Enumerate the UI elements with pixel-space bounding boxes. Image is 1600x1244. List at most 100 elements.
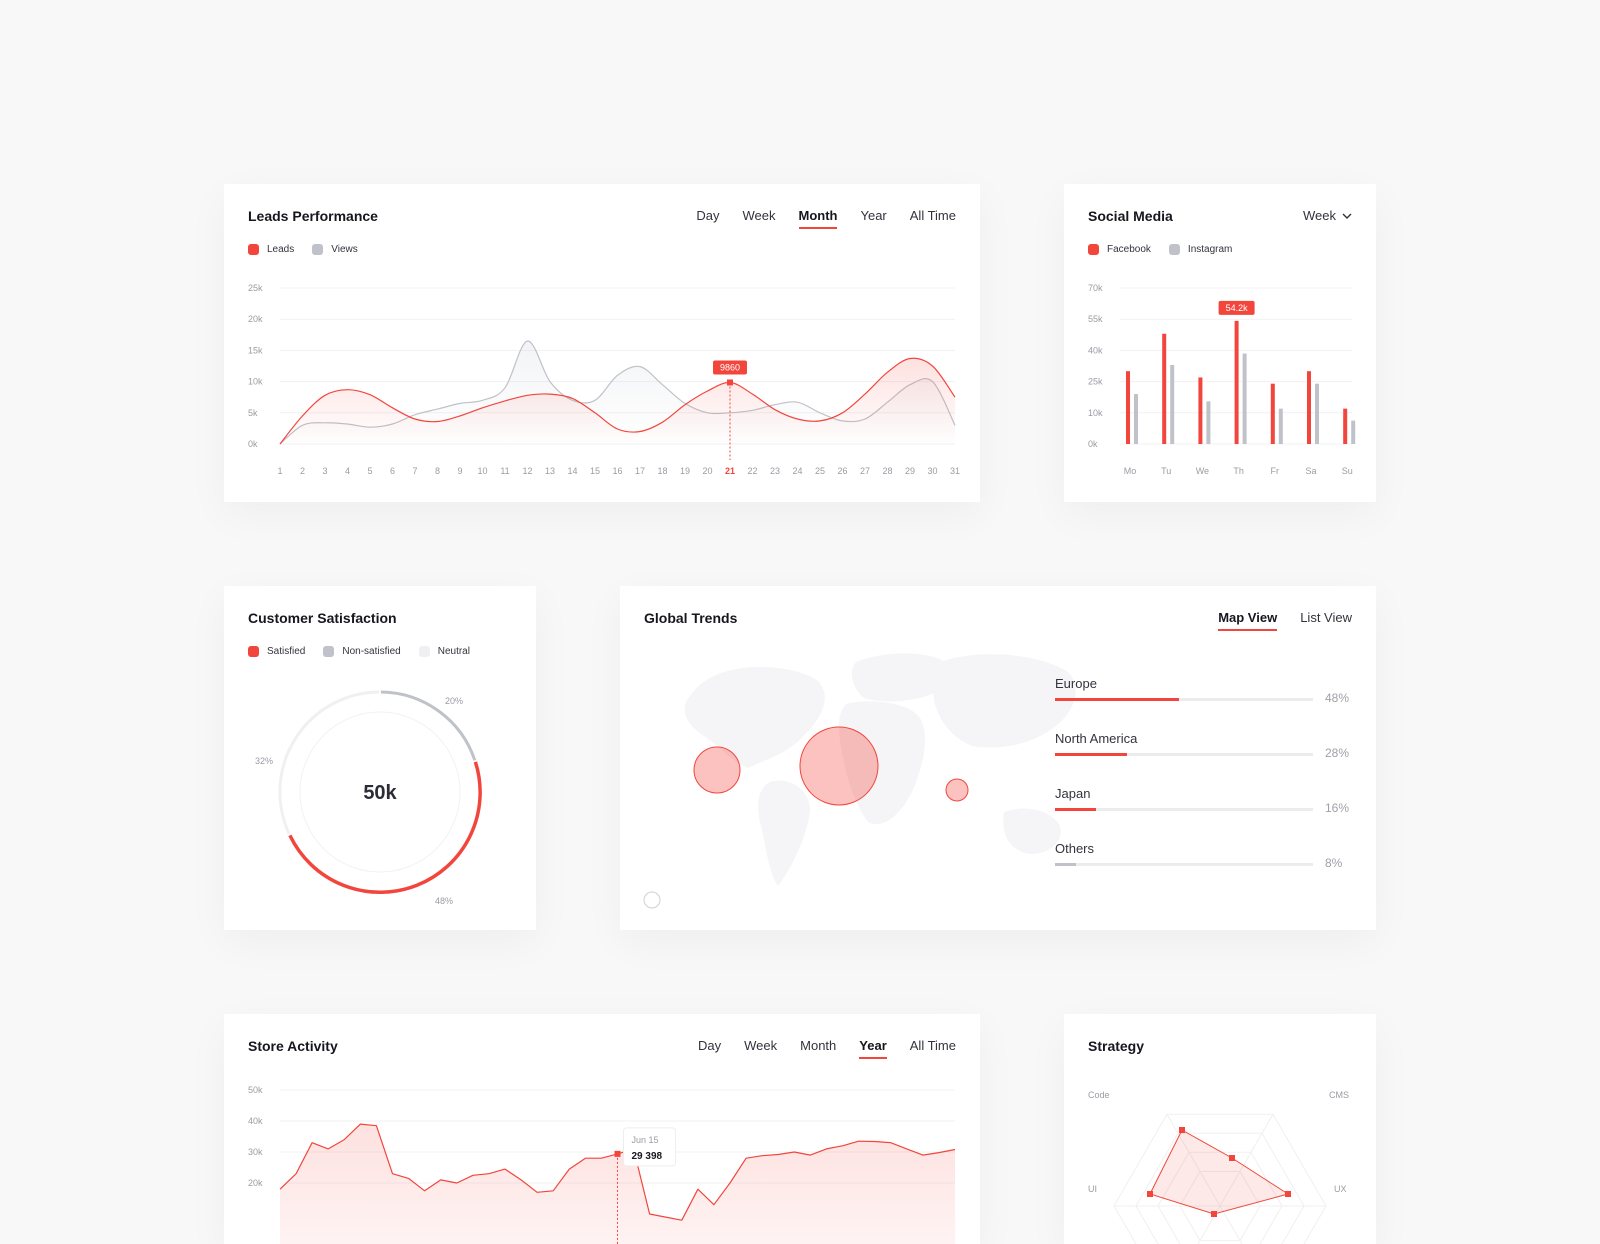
legend-swatch	[1168, 244, 1180, 255]
satisfaction-legend-item: Neutral	[418, 646, 470, 657]
region-label: Japan	[1055, 786, 1091, 801]
y-tick-label: 30k	[248, 1147, 263, 1157]
x-tick-label: 15	[590, 466, 600, 476]
x-tick-label: 4	[345, 466, 350, 476]
filter-all-time[interactable]: All Time	[909, 208, 956, 223]
x-tick-label: 23	[770, 466, 780, 476]
filter-month[interactable]: Month	[798, 208, 837, 229]
slice-label-non-satisfied: 20%	[445, 696, 463, 706]
filter-day[interactable]: Day	[696, 208, 720, 223]
region-track	[1055, 698, 1313, 701]
donut-slice-satisfied	[288, 761, 482, 895]
region-percentage: 8%	[1325, 856, 1343, 870]
social-legend: Facebook Instagram	[1088, 244, 1232, 255]
filter-all-time[interactable]: All Time	[909, 1038, 956, 1053]
chevron-down-icon	[1342, 213, 1352, 219]
filter-year[interactable]: Year	[859, 1038, 888, 1059]
radar-axis-label: UI	[1088, 1184, 1097, 1194]
series-area-leads	[280, 358, 955, 446]
radar-axis-label: CMS	[1329, 1090, 1349, 1100]
x-tick-label: 11	[500, 466, 509, 476]
legend-label: Instagram	[1187, 244, 1233, 255]
store-activity-card: Store Activity Day Week Month Year All Time …	[224, 1014, 980, 1244]
social-legend-item: Instagram	[1168, 244, 1233, 255]
region-fill	[1055, 698, 1179, 701]
map-landmass	[758, 780, 810, 886]
x-tick-label: 18	[657, 466, 667, 476]
leads-title: Leads Performance	[248, 208, 378, 224]
bar-instagram	[1206, 401, 1211, 444]
map-bubble-north-america	[693, 746, 741, 794]
bar-facebook	[1162, 333, 1167, 444]
tab-list-view[interactable]: List View	[1300, 610, 1352, 625]
donut-center-value: 50k	[363, 782, 397, 804]
strategy-card: Strategy Code CMS UI UX	[1064, 1014, 1376, 1244]
radar-spoke	[1219, 1113, 1274, 1207]
region-percentage: 16%	[1325, 801, 1350, 815]
legend-swatch	[312, 244, 324, 255]
store-title: Store Activity	[248, 1038, 338, 1054]
x-tick-label: Sa	[1305, 466, 1316, 476]
satisfaction-donut-chart: 50k 20% 32% 48%	[255, 690, 482, 906]
y-tick-label: 55k	[1088, 314, 1103, 324]
y-tick-label: 0k	[1088, 439, 1098, 449]
tooltip-value: 54.2k	[1226, 303, 1249, 313]
y-tick-label: 0k	[248, 439, 258, 449]
donut-slice-neutral	[278, 690, 380, 835]
radar-point	[1147, 1191, 1153, 1197]
y-tick-label: 10k	[1088, 408, 1103, 418]
x-tick-label: 20	[702, 466, 712, 476]
filter-week[interactable]: Week	[742, 208, 776, 223]
legend-label: Satisfied	[267, 646, 306, 657]
satisfaction-legend-item: Non-satisfied	[323, 646, 401, 657]
y-tick-label: 40k	[1088, 345, 1103, 355]
tab-map-view[interactable]: Map View	[1218, 610, 1278, 631]
x-tick-label: 24	[792, 466, 802, 476]
customer-satisfaction-card: Customer Satisfaction Satisfied Non-satis…	[224, 586, 536, 930]
map-bubble-japan	[945, 778, 969, 802]
filter-month[interactable]: Month	[800, 1038, 837, 1053]
x-tick-label: 28	[882, 466, 892, 476]
region-fill	[1055, 863, 1076, 866]
y-tick-label: 25k	[1088, 377, 1103, 387]
x-tick-label: 21	[725, 466, 735, 476]
x-tick-label: Fr	[1271, 466, 1280, 476]
x-tick-label: 2	[300, 466, 305, 476]
radar-point	[1229, 1155, 1235, 1161]
filter-day[interactable]: Day	[698, 1038, 722, 1053]
period-dropdown[interactable]: Week	[1303, 208, 1352, 223]
radar-point	[1285, 1191, 1291, 1197]
tooltip-value: 9860	[720, 362, 740, 372]
map-landmass	[1003, 808, 1061, 854]
satisfaction-title: Customer Satisfaction	[248, 610, 397, 626]
social-legend-item: Facebook	[1088, 244, 1151, 255]
bar-instagram	[1134, 394, 1138, 444]
bar-facebook	[1234, 320, 1239, 444]
radar-axis-label: Code	[1088, 1090, 1110, 1100]
region-row: Europe 48%	[1055, 676, 1355, 705]
legend-label: Views	[331, 244, 358, 255]
radar-spoke	[1219, 1205, 1243, 1244]
bar-facebook	[1270, 383, 1275, 444]
bar-facebook	[1307, 371, 1311, 444]
store-chart: 20k 30k 40k 50k Jun 15 29 398	[248, 1085, 956, 1244]
social-chart: 0k 10k 25k 40k 55k 70k Mo Tu We Th Fr Sa Su 54.2k	[1088, 283, 1356, 476]
tooltip-date: Jun 15	[632, 1135, 659, 1145]
x-tick-label: 6	[390, 466, 395, 476]
y-tick-label: 25k	[248, 283, 263, 293]
y-tick-label: 40k	[248, 1116, 263, 1126]
x-tick-label: 9	[457, 466, 462, 476]
tooltip-box	[1218, 300, 1255, 315]
bar-facebook	[1126, 371, 1130, 444]
radar-spoke	[1166, 1113, 1221, 1207]
tooltip-value: 29 398	[632, 1151, 663, 1162]
filter-year[interactable]: Year	[860, 208, 887, 223]
region-row: North America 28%	[1055, 731, 1355, 760]
x-tick-label: 7	[412, 466, 417, 476]
legend-swatch	[248, 646, 259, 657]
filter-week[interactable]: Week	[744, 1038, 778, 1053]
x-tick-label: 14	[567, 466, 577, 476]
strategy-title: Strategy	[1088, 1038, 1145, 1054]
map-landmass	[684, 666, 825, 768]
y-tick-label: 15k	[248, 345, 263, 355]
